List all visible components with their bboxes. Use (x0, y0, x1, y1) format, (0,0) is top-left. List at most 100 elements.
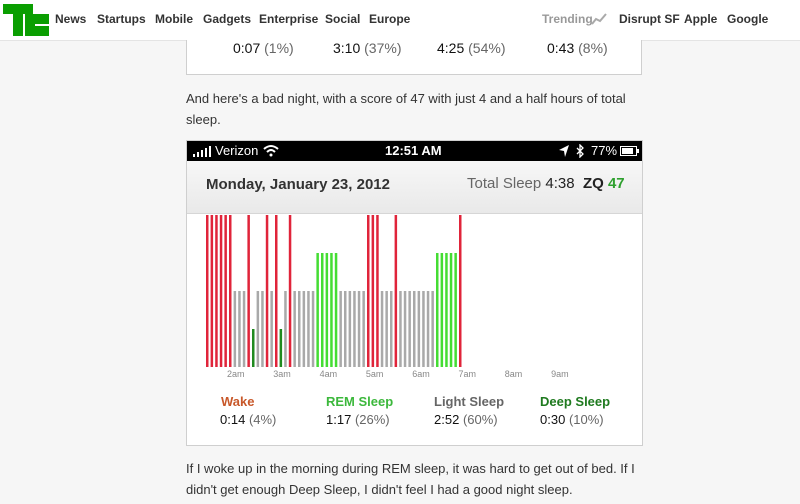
sleep-screenshot: Verizon 12:51 AM 77% Monday, January 23,… (186, 140, 643, 446)
sleep-bar-rem (436, 253, 439, 367)
sleep-bar-light (426, 291, 430, 367)
sleep-bar-wake (394, 215, 398, 367)
sleep-bar-rem (316, 253, 319, 367)
sleep-bar-wake (247, 215, 250, 367)
trending-chart-icon (591, 13, 607, 25)
nav-item-gadgets[interactable]: Gadgets (203, 12, 252, 26)
sleep-bar-light (417, 291, 421, 367)
sleep-bar-light (233, 291, 237, 367)
sleep-bar-light (311, 291, 315, 367)
sleep-bar-light (385, 291, 388, 367)
sleep-bar-light (357, 291, 361, 367)
sleep-bar-light (348, 291, 352, 367)
sleep-bar-light (431, 291, 434, 367)
sleep-bar-light (380, 291, 384, 367)
location-arrow-icon (559, 145, 569, 157)
sleep-bar-light (362, 291, 365, 367)
sleep-bar-light (242, 291, 246, 367)
sleep-bar-rem (449, 253, 453, 367)
legend-label-deep: Deep Sleep (540, 394, 611, 409)
prev-value-light: 4:25 (54%) (437, 40, 506, 56)
sleep-bar-light (307, 291, 310, 367)
x-tick-label: 3am (273, 369, 291, 379)
techcrunch-logo[interactable] (3, 4, 49, 36)
sleep-bar-wake (288, 215, 292, 367)
battery-percent: 77% (591, 143, 618, 158)
carrier-label: Verizon (215, 143, 259, 158)
sleep-bar-light (302, 291, 306, 367)
sleep-header: Monday, January 23, 2012 Total Sleep 4:3… (187, 161, 642, 214)
sleep-bar-wake (371, 215, 375, 367)
sleep-bar-rem (440, 253, 444, 367)
x-tick-label: 6am (412, 369, 430, 379)
sleep-bar-light (298, 291, 301, 367)
nav-item-enterprise[interactable]: Enterprise (259, 12, 319, 26)
sleep-bar-rem (334, 253, 338, 367)
sleep-bar-wake (265, 215, 269, 367)
sleep-bar-light (256, 291, 260, 367)
sleep-bar-wake (224, 215, 227, 367)
sleep-bar-wake (215, 215, 218, 367)
sleep-bar-light (399, 291, 402, 367)
total-sleep-summary: Total Sleep 4:38 ZQ 47 (467, 175, 625, 192)
sleep-bar-light (353, 291, 356, 367)
legend-value-wake: 0:14 (4%) (220, 412, 277, 427)
sleep-bar-rem (445, 253, 448, 367)
sleep-bar-rem (325, 253, 329, 367)
sleep-date: Monday, January 23, 2012 (206, 176, 390, 193)
wifi-icon (263, 145, 279, 157)
sleep-bar-light (390, 291, 393, 367)
signal-bars-icon (193, 146, 211, 157)
paragraph-rem-deep: If I woke up in the morning during REM s… (186, 461, 635, 497)
sleep-bar-light (408, 291, 411, 367)
nav-item-social[interactable]: Social (325, 12, 361, 26)
sleep-bar-wake (367, 215, 370, 367)
legend-label-light: Light Sleep (434, 394, 505, 409)
legend-value-deep: 0:30 (10%) (540, 412, 604, 427)
sleep-bar-wake (376, 215, 379, 367)
sleep-chart (206, 215, 462, 367)
legend-value-rem: 1:17 (26%) (326, 412, 390, 427)
sleep-bar-rem (321, 253, 324, 367)
prev-value-wake: 0:07 (1%) (233, 40, 294, 56)
paragraph-bad-night: And here's a bad night, with a score of … (186, 91, 626, 127)
sleep-bar-light (403, 291, 407, 367)
bluetooth-icon (576, 144, 584, 158)
sleep-bar-light (238, 291, 241, 367)
x-tick-label: 8am (504, 369, 523, 379)
legend-label-rem: REM Sleep (326, 394, 394, 409)
sleep-bar-deep (252, 329, 255, 367)
nav-item-mobile[interactable]: Mobile (155, 12, 193, 26)
sleep-bar-wake (275, 215, 278, 367)
nav-trending[interactable]: Trending (542, 12, 593, 26)
sleep-bar-rem (454, 253, 457, 367)
nav-item-apple[interactable]: Apple (684, 12, 718, 26)
sleep-bar-light (422, 291, 425, 367)
x-tick-label: 5am (365, 369, 384, 379)
sleep-bar-light (413, 291, 416, 367)
sleep-bar-rem (330, 253, 333, 367)
battery-icon (620, 146, 639, 156)
nav-item-news[interactable]: News (55, 12, 87, 26)
prev-value-deep: 0:43 (8%) (547, 40, 608, 56)
status-bar: Verizon 12:51 AM 77% (187, 141, 642, 161)
x-tick-label: 9am (551, 369, 569, 379)
nav-item-disrupt-sf[interactable]: Disrupt SF (619, 12, 680, 26)
legend-value-light: 2:52 (60%) (434, 412, 498, 427)
nav-item-europe[interactable]: Europe (369, 12, 411, 26)
status-time: 12:51 AM (385, 143, 442, 158)
nav-item-google[interactable]: Google (727, 12, 769, 26)
sleep-bar-wake (206, 215, 209, 367)
sleep-bar-light (344, 291, 347, 367)
x-tick-label: 2am (227, 369, 245, 379)
top-navigation: News Startups Mobile Gadgets Enterprise … (0, 0, 800, 41)
sleep-bar-wake (229, 215, 232, 367)
sleep-bar-wake (459, 215, 462, 367)
x-tick-label: 4am (319, 369, 338, 379)
sleep-bar-wake (210, 215, 214, 367)
sleep-bar-light (339, 291, 342, 367)
sleep-bar-light (293, 291, 296, 367)
sleep-bar-light (261, 291, 264, 367)
nav-item-startups[interactable]: Startups (97, 12, 146, 26)
sleep-bar-deep (279, 329, 283, 367)
